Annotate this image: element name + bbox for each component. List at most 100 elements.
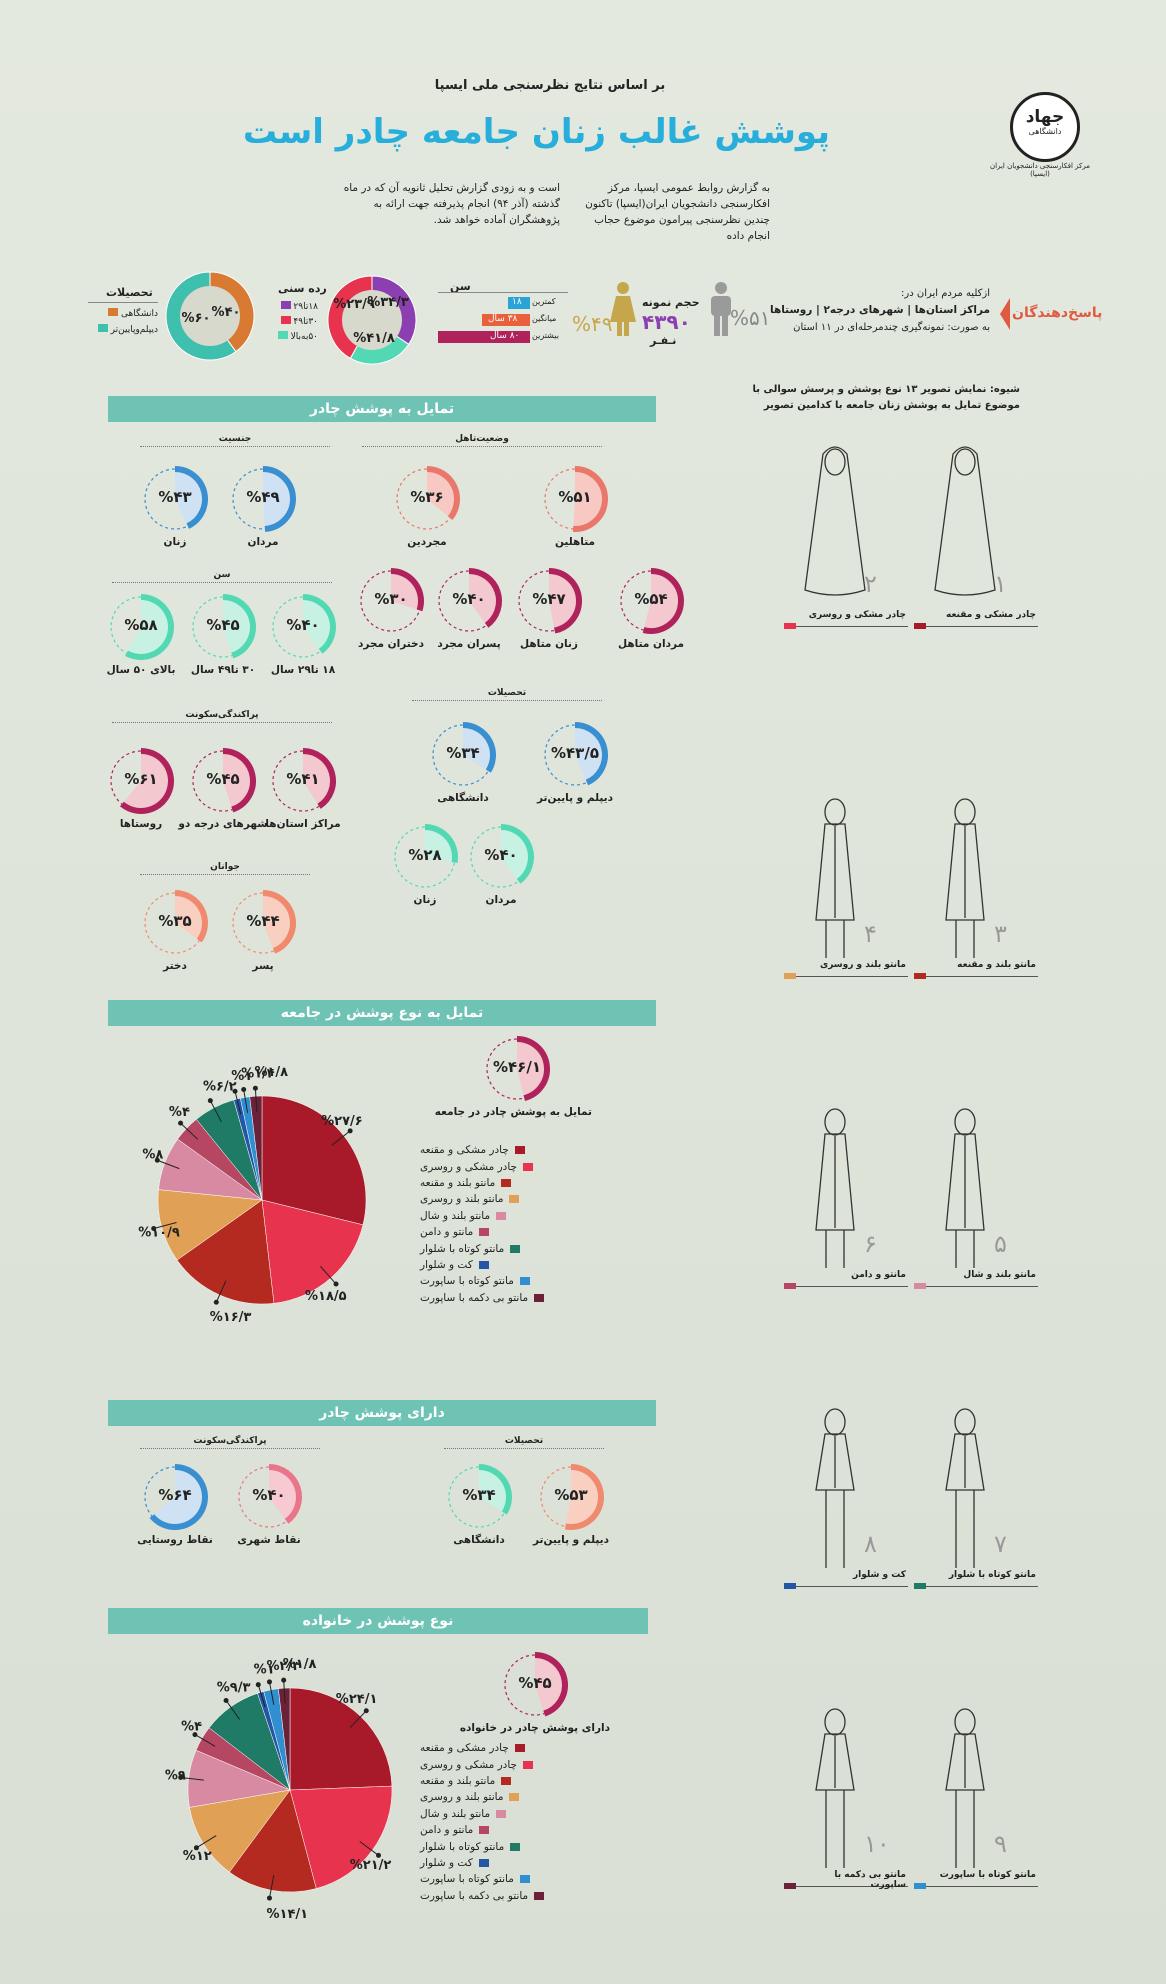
donut-graphic (144, 1464, 208, 1530)
donut-graphic (504, 1652, 568, 1717)
donut-value: %۳۵ (158, 912, 192, 930)
legend-label: کت و شلوار (420, 1258, 473, 1271)
section-header-society: تمایل به نوع پوشش در جامعه (108, 1000, 656, 1026)
dress-color-marker (914, 1583, 926, 1589)
dress-label: مانتو کوتاه با ساپورت (939, 1870, 1036, 1880)
group-residence-2: پراکندگی‌سکونت (140, 1436, 320, 1449)
donut-arc (125, 594, 174, 660)
donut-label: دارای پوشش چادر در خانواده (459, 1722, 610, 1734)
pie-leader-dot (363, 1708, 369, 1714)
pie-value-label: %۲۴/۱ (336, 1692, 378, 1707)
group-residence: پراکندگی‌سکونت (112, 710, 332, 723)
donut-fill (573, 469, 605, 529)
dress-baseline (784, 1586, 908, 1587)
pie-leader (349, 1710, 367, 1728)
dress-figure-9 (945, 1708, 985, 1868)
donut-age-18-29: %۴۰ ۱۸ تا۲۹ سال (268, 592, 338, 676)
age-title: سن (450, 280, 471, 293)
donut-arc (302, 748, 336, 809)
pie-leader-dot (154, 1157, 160, 1163)
dress-figure-8 (815, 1408, 855, 1568)
donut-graphic (110, 594, 174, 660)
donut-have-univ: %۳۴ دانشگاهی (444, 1462, 514, 1546)
donut-label: ۳۰ تا۴۹ سال (190, 664, 256, 676)
donut-label: پسر (252, 960, 274, 972)
donut-slice-label: %۴۱/۸ (353, 331, 395, 346)
donut-arc (222, 594, 256, 659)
donut-graphic (518, 568, 582, 634)
pie-leader (225, 1700, 241, 1720)
legend-item: مانتو کوتاه با شلوار (420, 1240, 588, 1256)
legend-item: مانتو کوتاه با شلوار (420, 1838, 588, 1854)
donut-value: %۴۰ (452, 590, 486, 608)
donut-graphic (394, 824, 458, 888)
legend-item: مانتو کوتاه با ساپورت (420, 1871, 588, 1887)
donut-label: نقاط شهری (237, 1534, 301, 1546)
donut-label: روستاها (119, 818, 163, 830)
logo-sub: دانشگاهی (1028, 127, 1062, 136)
donut-age-50: %۵۸ بالای ۵۰ سال (106, 592, 176, 676)
donut-value: %۳۶ (410, 488, 444, 506)
education-donut: %۴۰%۶۰ (165, 271, 255, 361)
dress-figure-3 (945, 798, 985, 958)
donut-value: %۵۸ (124, 616, 158, 634)
donut-graphic (620, 568, 684, 634)
donut-label: دختر (163, 960, 187, 972)
donut-arc (268, 1464, 302, 1524)
dress-figure-5 (945, 1108, 985, 1268)
dress-baseline (914, 1886, 1038, 1887)
donut-graphic (144, 890, 208, 954)
age-min-label: کمترین (532, 297, 556, 306)
pie-leader (320, 1266, 337, 1285)
dress-figure-2 (804, 446, 866, 596)
edu-legend: دانشگاهی دیپلم‌وپایین‌تر (80, 306, 158, 338)
donut-value: %۴۹ (246, 488, 280, 506)
pie-leader (153, 1222, 177, 1230)
donut-arc (174, 890, 208, 943)
donut-fill (643, 571, 681, 631)
logo: جهاد دانشگاهی (1010, 92, 1080, 162)
dress-baseline (914, 976, 1038, 977)
agegroup-title: رده سنی (278, 282, 327, 295)
legend-item: چادر مشکی و مقنعه (420, 1142, 588, 1158)
donut-value: %۶۴ (158, 1486, 192, 1504)
pie-leader (157, 1159, 180, 1170)
legend-label: مانتو بی دکمه با ساپورت (420, 1889, 529, 1902)
donut-graphic (396, 466, 460, 530)
donut-arc (642, 568, 684, 634)
donut-label: دانشگاهی (437, 792, 489, 804)
pie-value-label: %۱۲ (183, 1849, 212, 1864)
legend-item: مانتو بلند و مقنعه (420, 1773, 588, 1789)
donut-res-villages: %۶۱ روستاها (106, 746, 176, 830)
legend-label: مانتو بی دکمه با ساپورت (420, 1291, 529, 1304)
donut-married: %۵۱ متاهلین (540, 464, 610, 548)
legend-item: کت و شلوار (420, 1855, 588, 1871)
dress-color-marker (914, 973, 926, 979)
pie-leader-dot (213, 1299, 219, 1305)
donut-fill (425, 827, 455, 863)
dress-label: مانتو بلند و شال (963, 1270, 1036, 1280)
age-rule (438, 292, 568, 293)
pie-value-label: %۹ (165, 1769, 186, 1784)
donut-arc (468, 568, 502, 628)
dress-number: ۷ (994, 1530, 1007, 1558)
donut-fill (121, 751, 171, 811)
pie-leader-dot (178, 1774, 184, 1780)
dress-color-marker (784, 973, 796, 979)
donut-have-rural: %۶۴ نقاط روستایی (137, 1462, 213, 1546)
legend-swatch (496, 1809, 507, 1818)
pie-leader (194, 1734, 216, 1747)
donut-label: زنان (413, 894, 437, 906)
donut-fill (565, 1467, 601, 1527)
dress-number: ۵ (994, 1230, 1007, 1258)
pie-value-label: %۱/۸ (283, 1657, 317, 1672)
sample-unit: نـفـر (650, 334, 677, 347)
dress-baseline (784, 1886, 908, 1887)
donut-arc (516, 1036, 550, 1102)
legend-swatch (509, 1793, 520, 1802)
pie-leader-dot (347, 1128, 353, 1134)
donut-value: %۳۴ (446, 744, 480, 762)
legend-swatch (523, 1162, 534, 1171)
age-mid-label: میانگین (532, 314, 557, 323)
dress-number: ۱ (994, 570, 1007, 598)
